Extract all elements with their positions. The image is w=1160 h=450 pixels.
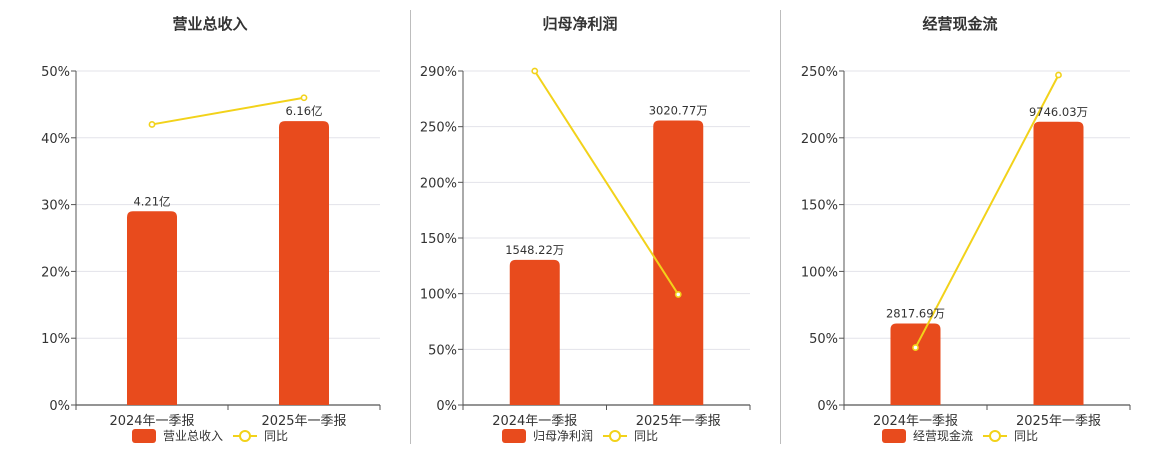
bar-value-label: 1548.22万 xyxy=(505,243,564,257)
yoy-line xyxy=(151,96,305,126)
bar xyxy=(127,211,177,405)
yoy-point xyxy=(300,94,308,102)
y-tick-label: 100% xyxy=(801,265,838,280)
bar-value-label: 3020.77万 xyxy=(649,104,708,118)
chart-panel-revenue: 营业总收入 0% 10% 20% 30% 40% 50% 2024年一季报 2025年一季报 … xyxy=(0,0,386,450)
y-tick-label: 20% xyxy=(41,265,70,280)
legend-bar-swatch xyxy=(882,429,906,443)
legend-bar-label: 归母净利润 xyxy=(533,429,593,443)
legend-line-label: 同比 xyxy=(1014,429,1038,443)
legend-line-marker xyxy=(239,430,251,442)
chart-title: 营业总收入 xyxy=(172,15,247,33)
y-tick-label: 250% xyxy=(420,121,457,136)
x-tick-label: 2025年一季报 xyxy=(1016,414,1101,429)
x-tick-label: 2024年一季报 xyxy=(873,414,958,429)
y-tick-label: 50% xyxy=(809,332,838,347)
chart-svg: 经营现金流 0% 50% 100% 150% 200% 250% 2024年一季报 2025年… xyxy=(801,15,1131,443)
chart-panel-cash-flow: 经营现金流 0% 50% 100% 150% 200% 250% 2024年一季报 2025年… xyxy=(774,0,1160,450)
y-tick-label: 50% xyxy=(41,65,70,80)
x-tick-label: 2025年一季报 xyxy=(636,414,721,429)
y-tick-label: 10% xyxy=(41,332,70,347)
y-tick-label: 0% xyxy=(436,399,457,414)
y-tick-label: 290% xyxy=(420,65,457,80)
y-tick-label: 0% xyxy=(817,399,838,414)
chart-title: 归母净利润 xyxy=(542,15,617,33)
yoy-line xyxy=(914,74,1060,349)
bar-value-label: 9746.03万 xyxy=(1029,105,1088,119)
legend-bar-label: 营业总收入 xyxy=(163,429,223,443)
legend-bar-swatch xyxy=(502,429,526,443)
chart-svg: 营业总收入 0%10%20%30%40%50%2024年一季报 2025年一季报 … xyxy=(41,15,381,443)
panel-divider xyxy=(410,10,411,444)
bar-value-label: 4.21亿 xyxy=(133,194,170,208)
legend-line-marker xyxy=(989,430,1001,442)
chart-title: 经营现金流 xyxy=(922,15,997,33)
y-tick-label: 100% xyxy=(420,288,457,303)
y-tick-label: 150% xyxy=(801,199,838,214)
bar xyxy=(509,259,560,405)
x-tick-label: 2024年一季报 xyxy=(492,414,577,429)
chart-panel-net-profit: 归母净利润 0% 50% 100% 150% 200% 250% 290% 2024年一季报 2… xyxy=(387,0,773,450)
yoy-line xyxy=(533,70,680,295)
legend-bar-swatch xyxy=(132,429,156,443)
yoy-point xyxy=(674,291,682,298)
legend-line-label: 同比 xyxy=(264,429,288,443)
bar xyxy=(279,121,329,405)
legend-line-label: 同比 xyxy=(634,429,658,443)
panel-divider xyxy=(780,10,781,444)
y-tick-label: 150% xyxy=(420,232,457,247)
yoy-point xyxy=(912,344,919,351)
y-tick-label: 0% xyxy=(49,399,70,414)
legend-line-marker xyxy=(609,430,621,442)
x-tick-label: 2024年一季报 xyxy=(109,414,194,429)
yoy-point xyxy=(1055,71,1062,79)
bar xyxy=(653,120,704,405)
y-tick-label: 200% xyxy=(801,132,838,147)
y-tick-label: 250% xyxy=(801,65,838,80)
legend-bar-label: 经营现金流 xyxy=(913,428,973,443)
y-tick-label: 200% xyxy=(420,176,457,191)
bar-value-label: 2817.69万 xyxy=(886,307,945,321)
bar-value-label: 6.16亿 xyxy=(285,104,322,118)
chart-svg: 归母净利润 0% 50% 100% 150% 200% 250% 290% 2024年一季报 2… xyxy=(420,15,751,443)
bar xyxy=(1033,121,1084,405)
yoy-point xyxy=(148,121,156,128)
x-tick-label: 2025年一季报 xyxy=(261,414,346,429)
y-tick-label: 30% xyxy=(41,199,70,214)
bar xyxy=(890,323,941,405)
y-tick-label: 50% xyxy=(428,343,457,358)
y-tick-label: 40% xyxy=(41,132,70,147)
yoy-point xyxy=(531,67,539,75)
